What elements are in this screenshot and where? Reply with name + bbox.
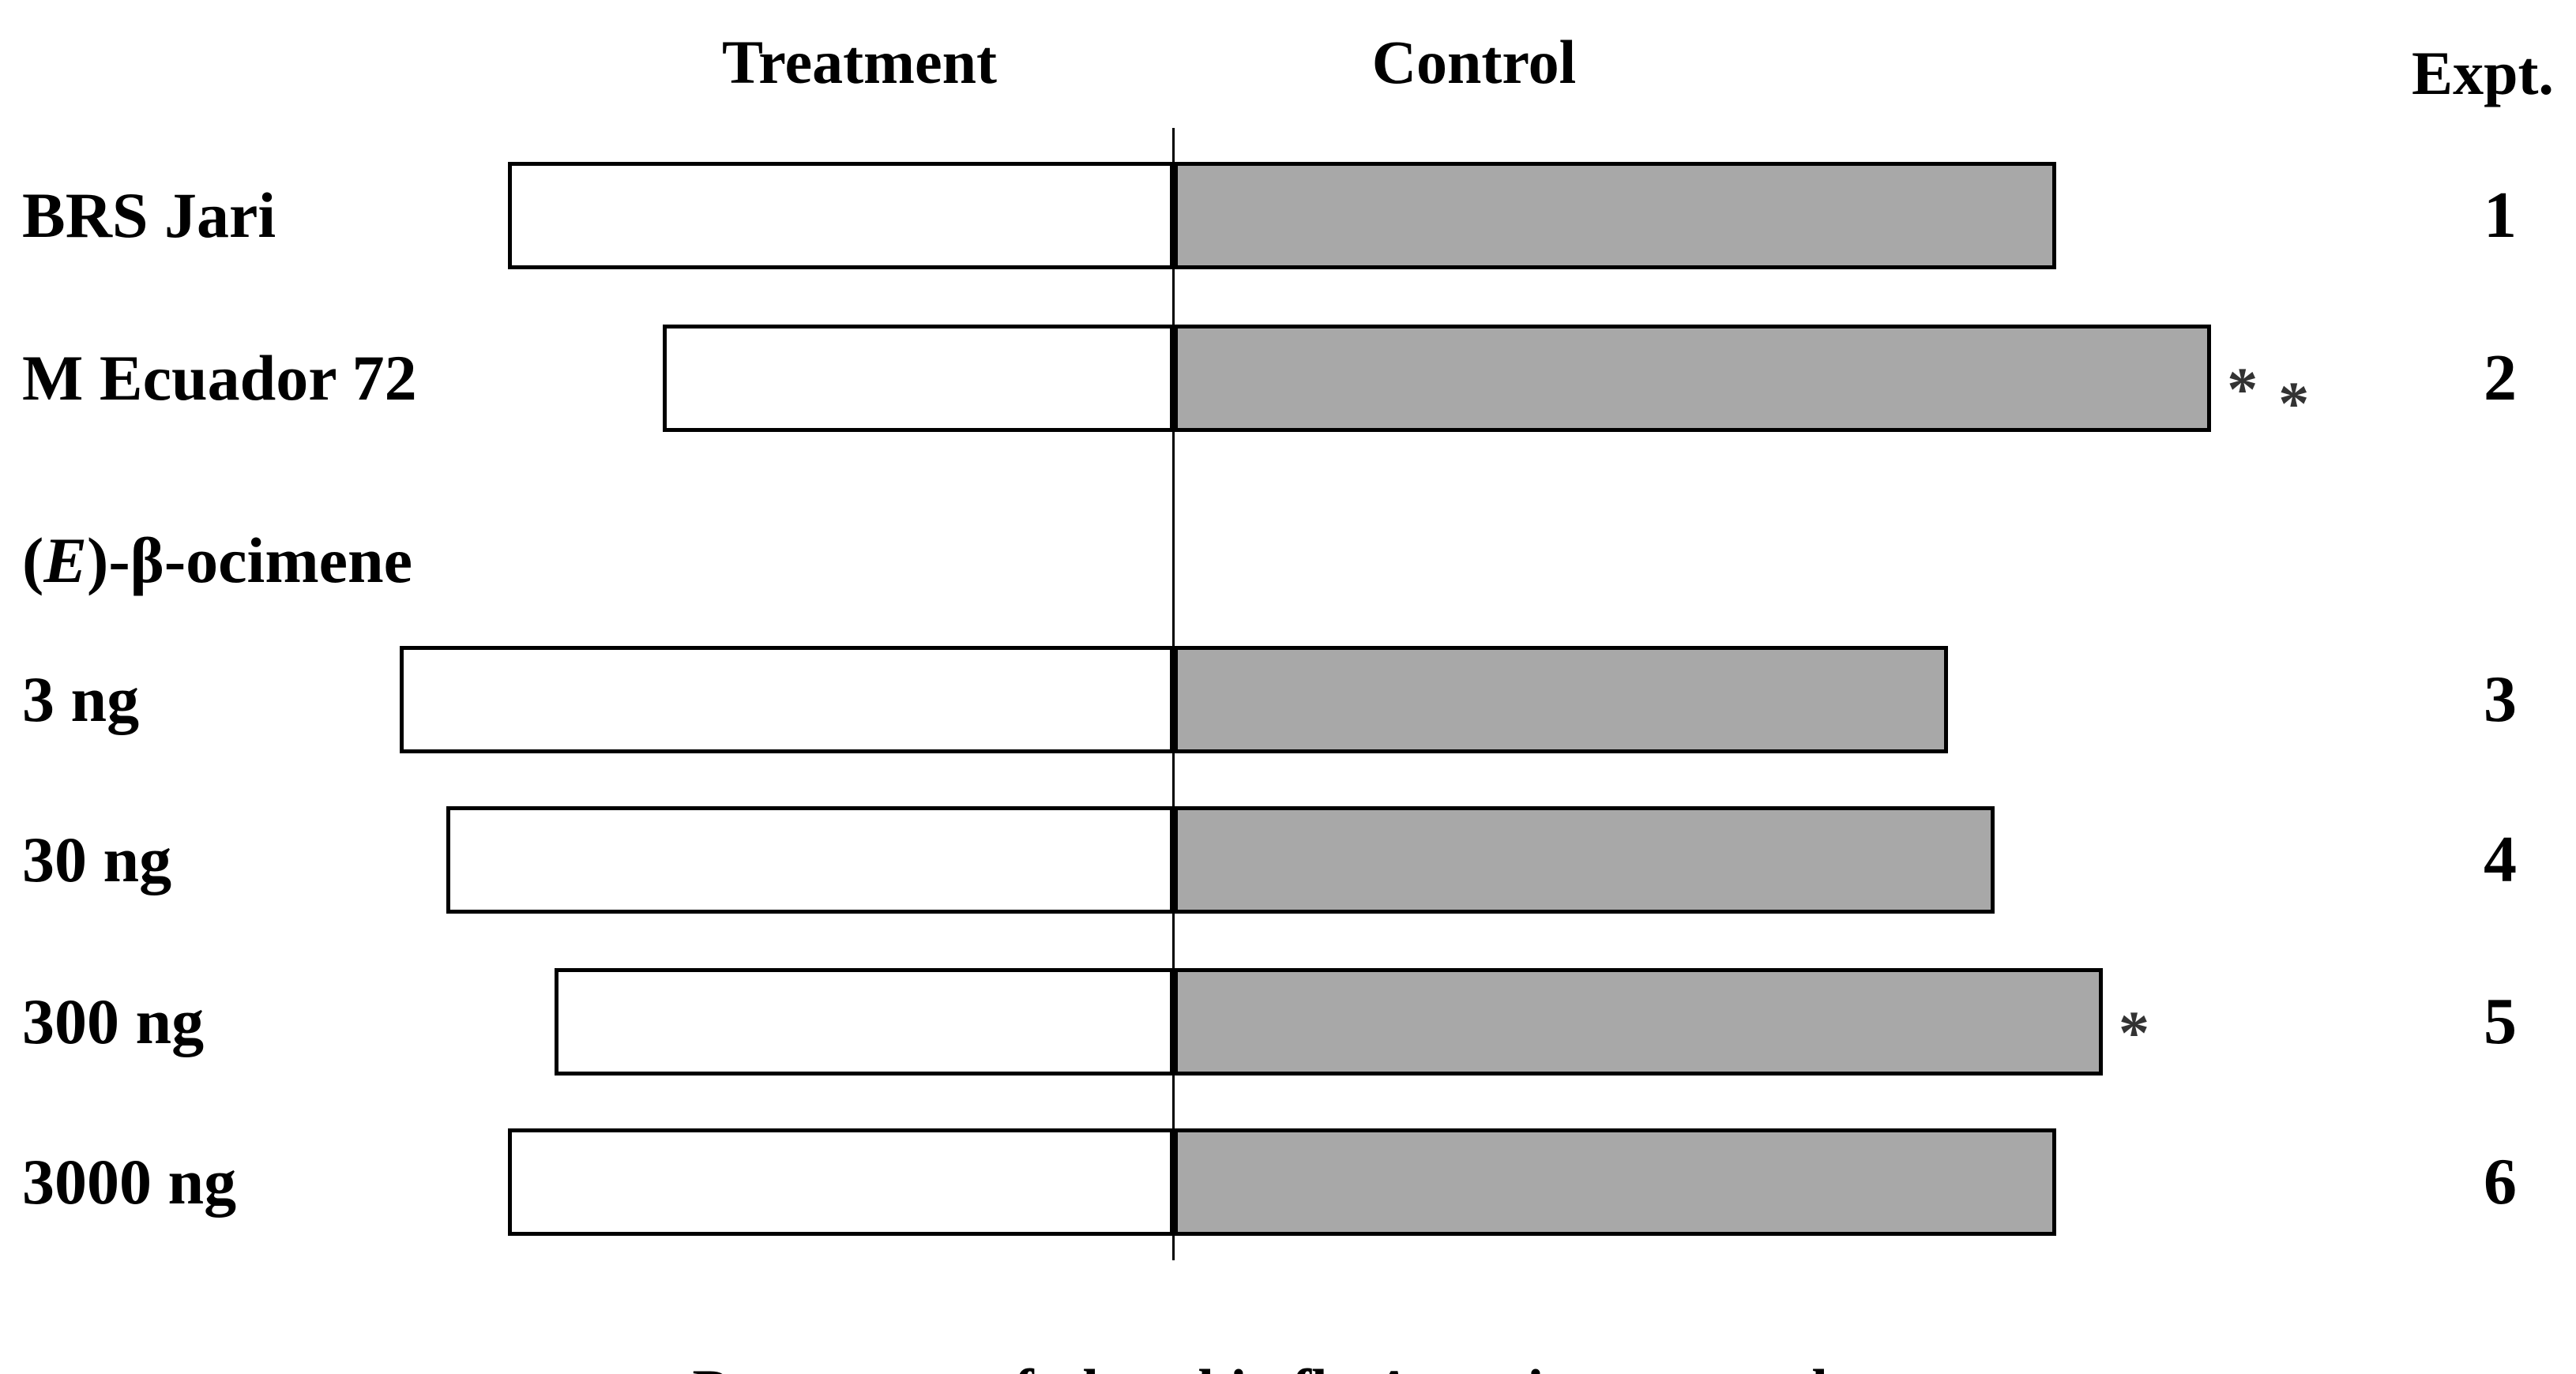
treatment-bar — [555, 968, 1174, 1076]
control-bar — [1174, 646, 1948, 753]
treatment-column-header: Treatment — [722, 28, 997, 96]
section-label-rest: )-β-ocimene — [87, 524, 413, 596]
expt-number: 5 — [2484, 985, 2517, 1058]
row-label: M Ecuador 72 — [22, 342, 417, 414]
expt-number: 6 — [2484, 1145, 2517, 1218]
control-bar — [1174, 806, 1995, 914]
expt-number: 3 — [2484, 663, 2517, 736]
treatment-bar — [663, 325, 1174, 432]
control-column-header: Control — [1371, 28, 1577, 96]
row-label: 300 ng — [22, 985, 205, 1057]
section-label-ocimene: (E)-β-ocimene — [22, 521, 412, 600]
asterisk-icon: * — [2278, 369, 2310, 437]
asterisk-icon: * — [2227, 355, 2258, 423]
treatment-bar — [400, 646, 1174, 753]
treatment-bar — [508, 162, 1174, 269]
section-label-open: ( — [22, 524, 44, 596]
x-axis-caption: Porcentage of the whitefly A. aepim attr… — [480, 1286, 1981, 1374]
control-bar — [1174, 162, 2057, 269]
expt-number: 4 — [2484, 823, 2517, 896]
section-label-italic-e: E — [43, 524, 88, 596]
row-label: 3 ng — [22, 663, 140, 735]
caption-post: attracted — [1585, 1358, 1828, 1374]
caption-species-italic: A. aepim — [1371, 1358, 1585, 1374]
asterisk-icon: * — [2119, 998, 2149, 1067]
treatment-bar — [446, 806, 1174, 914]
expt-number: 1 — [2484, 178, 2517, 252]
control-bar — [1174, 968, 2103, 1076]
caption-pre: Porcentage of the whitefly — [692, 1358, 1371, 1374]
significance-marks: * * — [2227, 336, 2309, 443]
expt-column-header: Expt. — [2412, 39, 2554, 107]
significance-marks: * — [2119, 979, 2149, 1087]
expt-number: 2 — [2484, 341, 2517, 415]
control-bar — [1174, 325, 2212, 432]
row-label: 30 ng — [22, 824, 172, 895]
treatment-bar — [508, 1128, 1174, 1236]
row-label: BRS Jari — [22, 179, 276, 251]
control-bar — [1174, 1128, 2057, 1236]
row-label: 3000 ng — [22, 1146, 237, 1218]
